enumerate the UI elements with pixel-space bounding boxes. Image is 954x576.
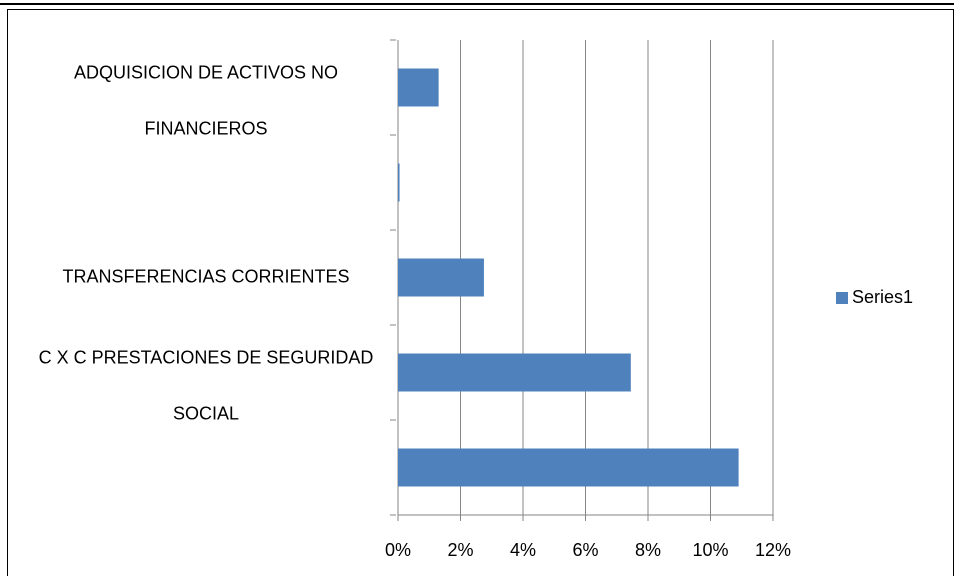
x-tick-label: 12% — [755, 540, 791, 560]
x-tick-label: 6% — [572, 540, 598, 560]
x-tick-label: 2% — [447, 540, 473, 560]
legend-label: Series1 — [852, 287, 913, 307]
y-tick-label: ADQUISICION DE ACTIVOS NO FINANCIEROS — [74, 62, 338, 138]
bar — [398, 258, 484, 297]
bar — [398, 68, 439, 107]
bar — [398, 163, 400, 202]
legend-swatch — [836, 292, 848, 304]
x-tick-label: 10% — [692, 540, 728, 560]
x-tick-label: 8% — [635, 540, 661, 560]
x-tick-label: 4% — [510, 540, 536, 560]
y-tick-label: C X C PRESTACIONES DE SEGURIDAD SOCIAL — [39, 347, 374, 423]
bar — [398, 353, 631, 392]
bar — [398, 448, 739, 487]
y-tick-label: TRANSFERENCIAS CORRIENTES — [62, 266, 349, 286]
x-tick-label: 0% — [385, 540, 411, 560]
